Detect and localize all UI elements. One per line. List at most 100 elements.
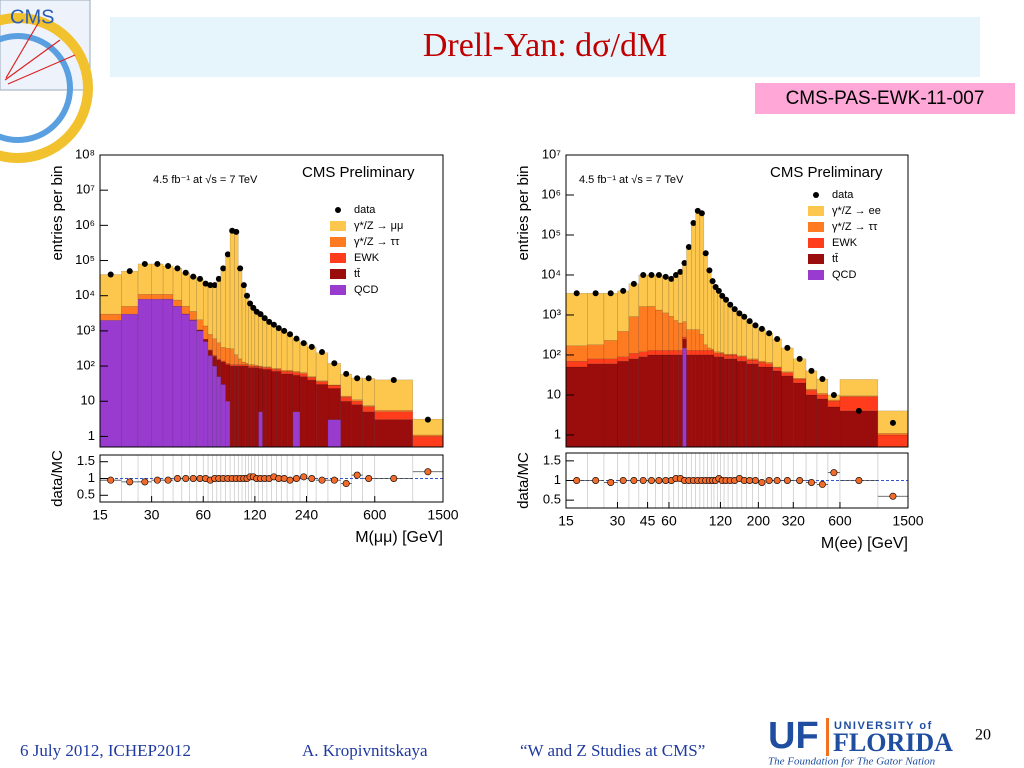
bar-segment — [315, 381, 329, 385]
bar-segment — [220, 268, 226, 348]
bar-segment — [181, 305, 190, 315]
y-tick-label: 10⁸ — [75, 146, 95, 161]
bar-segment — [695, 210, 701, 330]
data-point — [207, 282, 214, 289]
y-tick-label: 10 — [81, 393, 95, 408]
bar-segment — [827, 406, 841, 448]
bar-segment — [281, 331, 288, 371]
bar-segment — [617, 290, 630, 332]
ratio-point — [189, 474, 197, 482]
uf-tagline: The Foundation for The Gator Nation — [768, 756, 936, 768]
bar-segment — [327, 419, 341, 448]
bar-segment — [668, 316, 674, 351]
bar-segment — [151, 298, 164, 448]
bar-segment — [212, 356, 218, 367]
page-number: 20 — [975, 727, 991, 744]
bar-segment — [151, 263, 164, 295]
legend-label: γ*/Z → ττ — [354, 236, 400, 248]
bar-segment — [181, 272, 190, 307]
bar-segment — [758, 366, 766, 448]
data-point — [220, 265, 227, 272]
ratio-point — [153, 476, 161, 484]
bar-segment — [207, 350, 213, 356]
bar-segment — [374, 410, 414, 413]
legend-label: QCD — [832, 269, 857, 281]
bar-segment — [241, 361, 246, 365]
bar-segment — [212, 338, 218, 356]
bar-segment — [262, 369, 268, 448]
bar-segment — [189, 276, 197, 312]
bar-segment — [668, 354, 674, 448]
bar-segment — [628, 283, 640, 317]
bar-segment — [315, 352, 329, 382]
data-point — [648, 271, 655, 278]
bar-segment — [271, 371, 277, 448]
bar-segment — [203, 341, 209, 448]
y-tick-label: 10⁵ — [541, 226, 561, 241]
y-tick-label: 10³ — [542, 306, 561, 321]
bar-segment — [678, 322, 683, 351]
bar-segment — [707, 350, 712, 356]
ratio-point — [330, 476, 338, 484]
bar-segment — [292, 374, 301, 413]
y-tick-label: 0.5 — [77, 487, 95, 502]
bar-segment — [587, 363, 605, 448]
data-point — [257, 311, 264, 318]
y-axis-title: entries per bin — [49, 165, 66, 260]
bar-segment — [723, 354, 729, 360]
bar-segment — [234, 354, 239, 365]
bar-segment — [638, 274, 648, 307]
bar-segment — [162, 298, 174, 448]
bar-segment — [225, 364, 231, 402]
data-point — [182, 269, 189, 276]
data-point — [727, 301, 734, 308]
bar-segment — [286, 334, 294, 371]
ratio-point — [353, 471, 361, 479]
bar-segment — [720, 353, 725, 358]
bar-segment — [723, 358, 729, 448]
data-point — [709, 278, 716, 285]
bar-segment — [839, 410, 879, 448]
data-point — [573, 290, 580, 297]
bar-segment — [673, 350, 679, 356]
data-point — [281, 327, 288, 334]
bar-segment — [340, 373, 352, 397]
data-point — [766, 330, 773, 337]
bar-segment — [713, 353, 718, 358]
bar-segment — [793, 382, 807, 448]
bar-segment — [254, 367, 259, 448]
logo-ring — [0, 33, 73, 143]
data-point — [889, 419, 896, 426]
bar-segment — [668, 350, 674, 356]
bar-segment — [281, 371, 288, 375]
bar-segment — [258, 366, 263, 369]
bar-segment — [99, 313, 122, 321]
data-point — [287, 331, 294, 338]
bar-segment — [727, 304, 733, 355]
data-point — [261, 315, 268, 322]
data-point — [107, 271, 114, 278]
bar-segment — [713, 356, 718, 448]
bar-segment — [238, 358, 243, 365]
bar-segment — [805, 390, 818, 396]
ratio-point — [773, 476, 781, 484]
data-point — [424, 416, 431, 423]
ratio-point — [758, 478, 766, 486]
bar-segment — [262, 317, 268, 368]
x-tick-label: 120 — [709, 513, 733, 529]
data-point — [758, 325, 765, 332]
uf-name: FLORIDA — [833, 728, 953, 757]
legend-swatch — [330, 269, 346, 279]
plot-frame — [565, 154, 909, 448]
bar-segment — [603, 293, 618, 341]
bar-segment — [711, 354, 715, 448]
bar-segment — [720, 356, 725, 448]
ratio-point — [830, 469, 838, 477]
legend-label: tt̄ — [354, 268, 360, 280]
bar-segment — [877, 434, 909, 448]
bar-segment — [251, 307, 256, 365]
bar-segment — [307, 346, 317, 377]
bar-segment — [752, 325, 759, 360]
bar-segment — [628, 358, 640, 448]
bar-segment — [266, 367, 272, 370]
